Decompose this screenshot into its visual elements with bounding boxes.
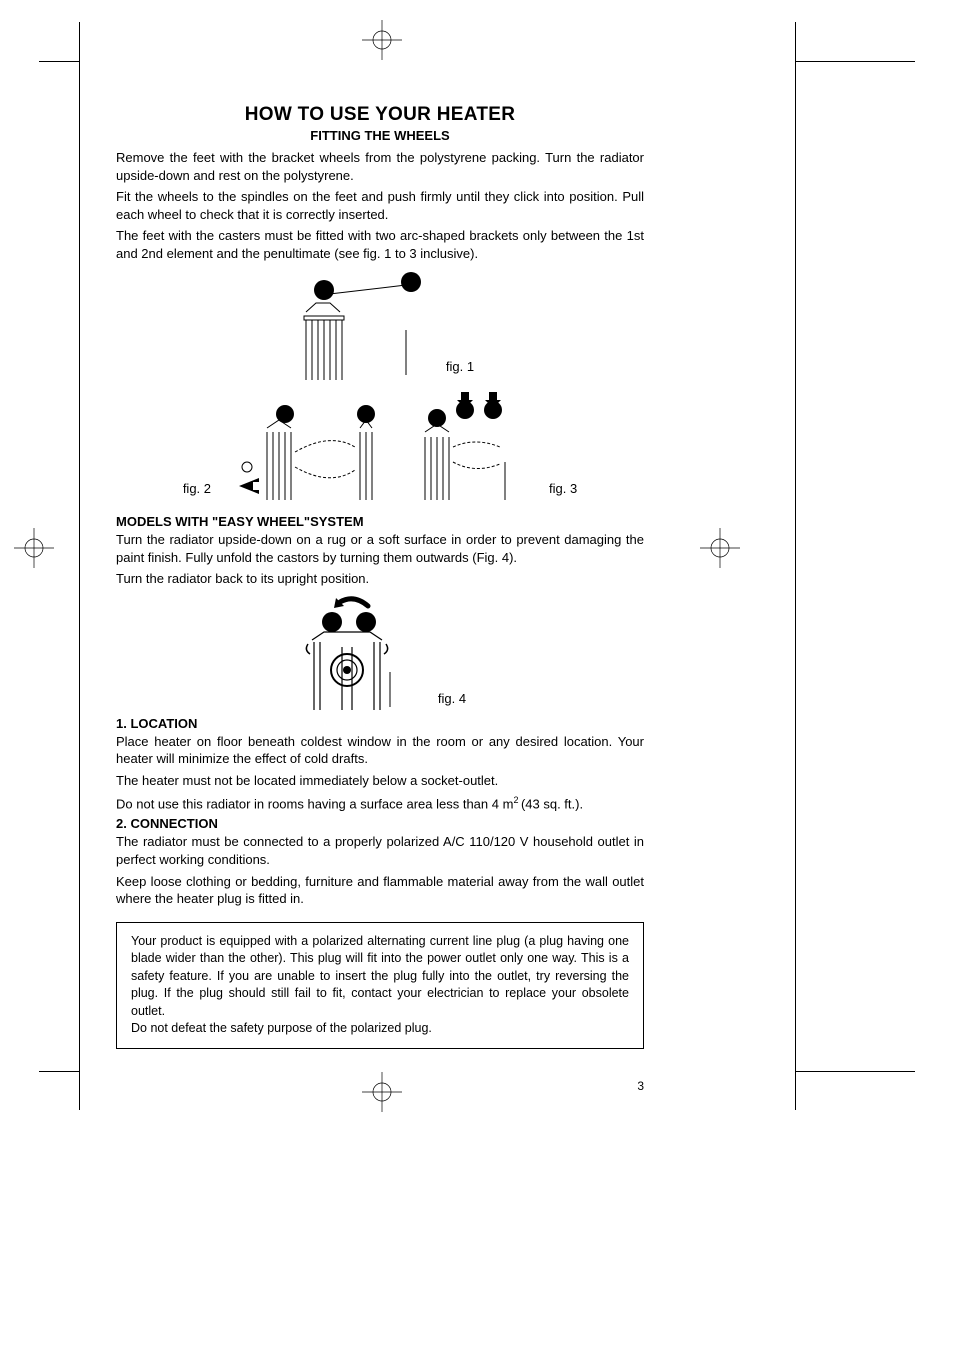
figure-2-diagram xyxy=(235,392,385,502)
paragraph: Fit the wheels to the spindles on the fe… xyxy=(116,188,644,223)
crop-mark xyxy=(39,1071,79,1072)
crop-mark xyxy=(795,61,915,62)
registration-mark-top xyxy=(362,20,402,60)
text-fragment: Do not use this radiator in rooms having… xyxy=(116,796,513,811)
paragraph: Place heater on floor beneath coldest wi… xyxy=(116,733,644,768)
figure-4-label: fig. 4 xyxy=(438,676,466,706)
note-text: Your product is equipped with a polarize… xyxy=(131,933,629,1021)
crop-mark xyxy=(795,22,796,61)
crop-mark xyxy=(39,61,79,62)
registration-mark-bottom xyxy=(362,1072,402,1112)
crop-mark xyxy=(79,1071,80,1110)
safety-note-box: Your product is equipped with a polarize… xyxy=(116,922,644,1049)
paragraph: Turn the radiator back to its upright po… xyxy=(116,570,644,588)
heading-location: 1. LOCATION xyxy=(116,716,644,731)
superscript: 2 xyxy=(513,795,521,805)
figure-1-diagram xyxy=(286,270,436,380)
paragraph: The heater must not be located immediate… xyxy=(116,772,644,790)
figure-1-label: fig. 1 xyxy=(446,344,474,374)
figure-3-label: fig. 3 xyxy=(549,466,577,496)
figure-4-row: fig. 4 xyxy=(116,592,644,712)
figure-4-diagram xyxy=(294,592,404,712)
text-fragment: (43 sq. ft.). xyxy=(521,796,583,811)
crop-mark xyxy=(79,22,80,61)
figure-1-row: fig. 1 xyxy=(116,270,644,380)
heading-easy-wheel: MODELS WITH "EASY WHEEL"SYSTEM xyxy=(116,514,644,529)
registration-mark-left xyxy=(14,528,54,568)
page-title: HOW TO USE YOUR HEATER xyxy=(116,104,644,126)
crop-guide-left xyxy=(79,61,80,1071)
figure-2-3-row: fig. 2 xyxy=(116,392,644,502)
figure-2-label: fig. 2 xyxy=(183,481,211,496)
paragraph: The feet with the casters must be fitted… xyxy=(116,227,644,262)
paragraph: Do not use this radiator in rooms having… xyxy=(116,794,644,813)
paragraph: Remove the feet with the bracket wheels … xyxy=(116,149,644,184)
paragraph: The radiator must be connected to a prop… xyxy=(116,833,644,868)
crop-mark xyxy=(795,1071,915,1072)
crop-mark xyxy=(795,1071,796,1110)
paragraph: Turn the radiator upside-down on a rug o… xyxy=(116,531,644,566)
figure-3-diagram xyxy=(405,392,525,502)
crop-guide-right xyxy=(795,61,796,1071)
paragraph: Keep loose clothing or bedding, furnitur… xyxy=(116,873,644,908)
heading-connection: 2. CONNECTION xyxy=(116,816,644,831)
page-content: HOW TO USE YOUR HEATER FITTING THE WHEEL… xyxy=(116,104,644,1049)
registration-mark-right xyxy=(700,528,740,568)
note-text: Do not defeat the safety purpose of the … xyxy=(131,1020,629,1038)
page-subtitle: FITTING THE WHEELS xyxy=(116,128,644,143)
page-number: 3 xyxy=(637,1079,644,1093)
